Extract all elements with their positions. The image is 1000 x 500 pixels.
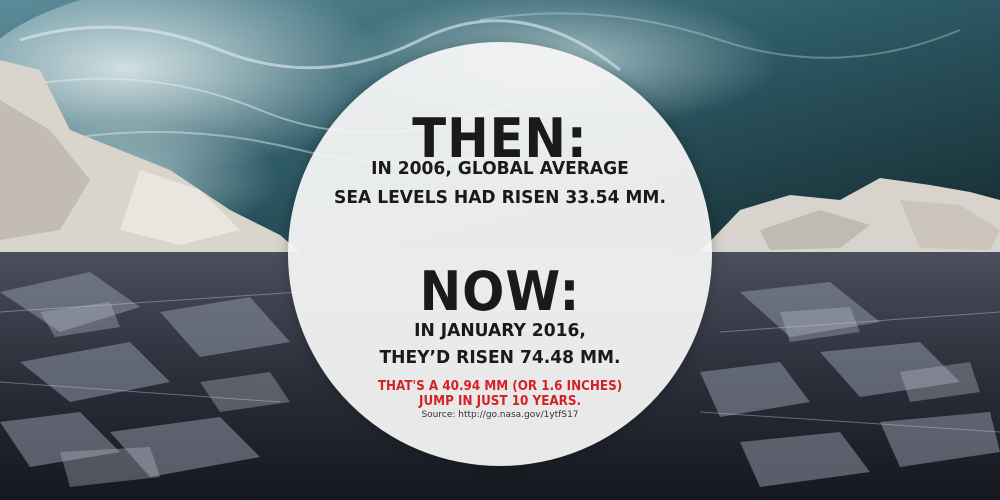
now-line-1: IN JANUARY 2016, (414, 320, 586, 341)
then-line-1: IN 2006, GLOBAL AVERAGE (371, 158, 629, 179)
then-heading: THEN: (412, 107, 588, 170)
highlight-line-2: JUMP IN JUST 10 YEARS. (419, 394, 581, 409)
now-line-2: THEY’D RISEN 74.48 MM. (379, 347, 621, 368)
then-line-2: SEA LEVELS HAD RISEN 33.54 MM. (334, 187, 666, 208)
highlight-line-1: THAT'S A 40.94 MM (OR 1.6 INCHES) (377, 379, 623, 394)
source-text: Source: http://go.nasa.gov/1ytfS17 (421, 410, 579, 420)
now-heading: NOW: (419, 260, 581, 323)
info-circle (288, 42, 712, 466)
